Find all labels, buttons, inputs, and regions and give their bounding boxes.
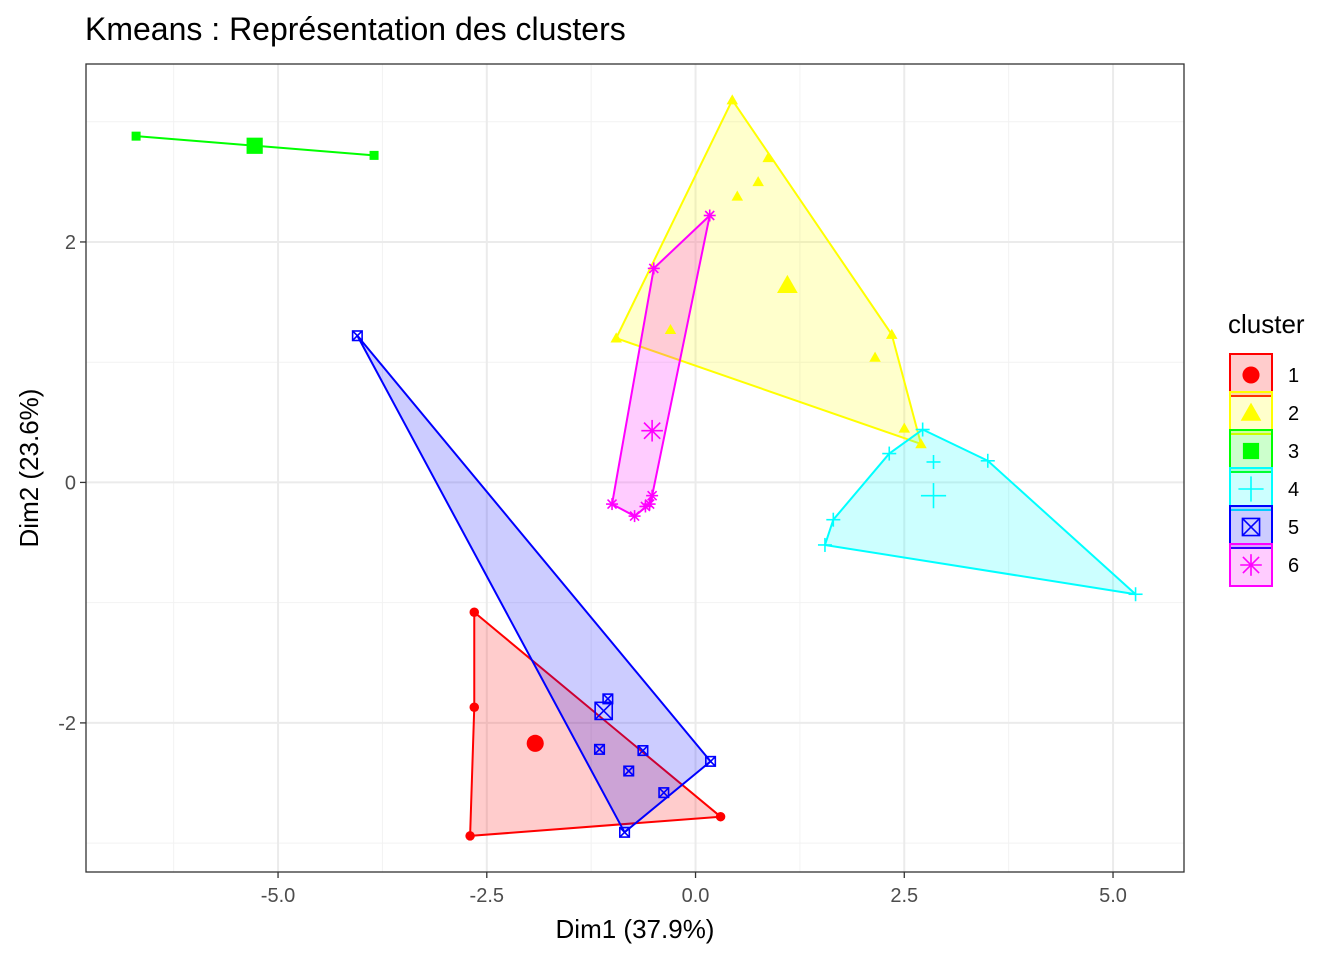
grid-lines <box>86 64 1184 872</box>
center-cluster-3 <box>246 137 263 154</box>
legend-items: 1 2 3 4 5 6 <box>1229 353 1299 587</box>
point-cluster-1 <box>469 607 480 618</box>
point-cluster-3 <box>369 150 379 160</box>
point-cluster-6 <box>703 209 716 222</box>
y-tick-label: 2 <box>65 232 76 254</box>
center-cluster-2 <box>777 274 798 294</box>
point-cluster-1 <box>469 702 480 713</box>
point-cluster-6 <box>646 489 659 502</box>
point-cluster-2 <box>752 176 764 187</box>
plot-panel <box>86 64 1184 872</box>
point-cluster-2 <box>898 422 911 433</box>
x-tick-label: 2.5 <box>890 885 918 907</box>
legend-label-6: 6 <box>1288 555 1299 577</box>
point-cluster-5 <box>705 755 717 767</box>
point-cluster-2 <box>869 351 881 362</box>
point-cluster-2 <box>610 332 622 343</box>
legend-key-6 <box>1229 543 1273 587</box>
point-cluster-6 <box>628 510 641 523</box>
point-cluster-2 <box>731 190 744 201</box>
legend-item-3: 3 <box>1229 429 1299 473</box>
axes: -5.0 -2.5 0.0 2.5 5.0 -2 0 2 <box>58 232 1127 907</box>
point-cluster-4 <box>980 453 995 468</box>
point-cluster-2 <box>726 94 739 105</box>
point-cluster-5 <box>637 745 649 757</box>
legend-label-5: 5 <box>1288 517 1299 539</box>
x-tick-label: 5.0 <box>1099 885 1127 907</box>
point-cluster-5 <box>351 330 363 342</box>
center-cluster-6 <box>641 419 663 442</box>
point-cluster-2 <box>664 323 677 335</box>
center-cluster-5 <box>594 701 614 721</box>
point-cluster-1 <box>465 831 475 841</box>
cluster-hulls <box>136 99 1137 837</box>
point-cluster-5 <box>623 765 635 777</box>
point-cluster-4 <box>882 446 897 461</box>
legend-item-4: 4 <box>1229 467 1299 511</box>
point-cluster-2 <box>915 438 927 449</box>
legend-marker-4 <box>1238 476 1264 502</box>
legend-item-2: 2 <box>1229 391 1299 435</box>
x-tick-label: -5.0 <box>261 885 295 907</box>
legend-label-4: 4 <box>1288 479 1299 501</box>
point-cluster-6 <box>606 498 619 511</box>
point-cluster-5 <box>658 787 670 799</box>
legend: cluster 1 2 3 4 5 6 <box>1228 309 1305 587</box>
point-cluster-6 <box>647 262 660 275</box>
chart-title: Kmeans : Représentation des clusters <box>85 11 626 47</box>
x-axis-title: Dim1 (37.9%) <box>556 914 715 944</box>
legend-marker-3 <box>1242 442 1260 460</box>
x-tick-label: 0.0 <box>682 885 710 907</box>
legend-label-3: 3 <box>1288 441 1299 463</box>
legend-marker-5 <box>1241 517 1261 537</box>
center-cluster-1 <box>526 734 544 752</box>
point-cluster-4 <box>915 422 930 437</box>
legend-item-6: 6 <box>1229 543 1299 587</box>
legend-marker-2 <box>1240 402 1262 421</box>
point-cluster-5 <box>619 826 631 838</box>
legend-title: cluster <box>1228 309 1305 339</box>
y-tick-label: -2 <box>58 713 76 735</box>
point-cluster-2 <box>762 152 774 163</box>
y-tick-label: 0 <box>65 472 76 494</box>
legend-label-1: 1 <box>1288 365 1299 387</box>
point-cluster-4 <box>1128 587 1143 602</box>
x-tick-label: -2.5 <box>470 885 504 907</box>
legend-marker-6 <box>1240 554 1262 576</box>
legend-item-5: 5 <box>1229 505 1299 549</box>
point-cluster-6 <box>643 498 656 511</box>
point-cluster-4 <box>826 512 841 527</box>
point-cluster-3 <box>131 131 141 141</box>
legend-label-2: 2 <box>1288 403 1299 425</box>
point-cluster-4 <box>926 454 941 469</box>
point-cluster-2 <box>886 328 898 339</box>
center-cluster-4 <box>920 483 947 509</box>
plot-border <box>85 63 1185 873</box>
cluster-points <box>131 94 1143 841</box>
y-axis-title: Dim2 (23.6%) <box>14 389 44 548</box>
legend-item-1: 1 <box>1229 353 1299 397</box>
point-cluster-5 <box>593 743 606 755</box>
point-cluster-4 <box>817 537 832 552</box>
legend-marker-1 <box>1242 366 1260 384</box>
point-cluster-1 <box>715 811 726 822</box>
